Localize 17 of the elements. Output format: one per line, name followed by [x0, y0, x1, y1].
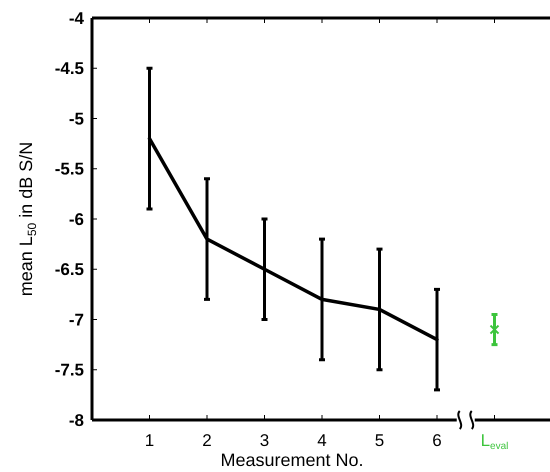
y-tick-label: -6	[68, 210, 84, 229]
y-tick-label: -8	[68, 410, 84, 430]
y-tick-label: -7	[68, 310, 84, 330]
x-tick-label: 5	[374, 431, 384, 450]
x-axis-title: Measurement No.	[220, 450, 364, 470]
x-tick-label: 1	[144, 431, 154, 450]
y-tick-label: -5	[68, 109, 84, 128]
y-tick-label: -4	[68, 8, 85, 28]
y-tick-label: -4.5	[54, 59, 84, 78]
x-tick-label: 6	[432, 431, 442, 450]
x-tick-label: 4	[317, 431, 327, 450]
x-tick-label: 3	[260, 431, 270, 450]
x-tick-label: L$_{eval}$	[480, 431, 508, 452]
y-tick-label: -5.5	[54, 160, 84, 179]
y-tick-label: -7.5	[54, 360, 84, 380]
x-tick-label: 2	[202, 431, 212, 450]
y-tick-label: -6.5	[54, 260, 84, 280]
